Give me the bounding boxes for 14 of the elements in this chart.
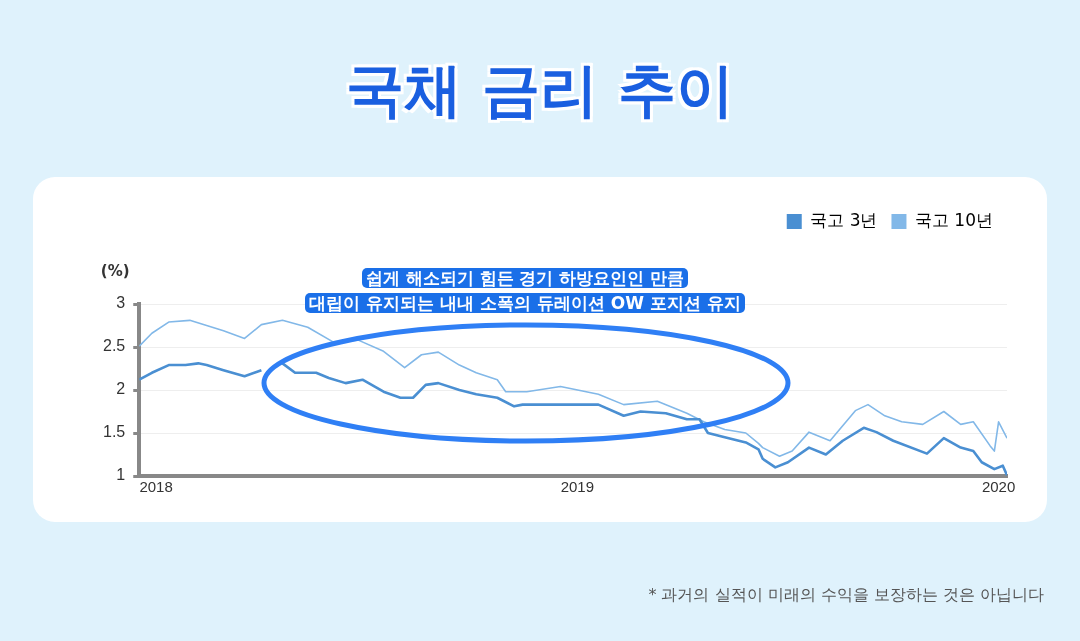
legend-label: 국고 3년 <box>810 209 878 230</box>
chart-title: 국채 금리 추이 <box>344 55 736 126</box>
y-tick-label: 2 <box>116 380 126 398</box>
x-tick-label: 2018 <box>139 478 173 496</box>
y-tick-label: 3 <box>116 294 126 312</box>
x-tick-label: 2019 <box>560 478 595 496</box>
text: * 과거의 실적이 미래의 수익을 보장하는 것은 아닙니다 <box>648 585 1044 606</box>
y-tick-label: 1.5 <box>102 423 126 441</box>
legend-label: 국고 10년 <box>914 209 994 230</box>
y-tick-label: 1 <box>116 466 126 484</box>
annotation: 쉽게 해소되기 힘든 경기 하방요인인 만큼 대립이 유지되는 내내 소폭의 듀레이션 OW 포지션 유지 <box>308 268 742 313</box>
y-tick-label: 2.5 <box>102 337 126 355</box>
y-axis-title: (%) <box>100 261 130 280</box>
x-tick-label: 2020 <box>981 478 1016 496</box>
